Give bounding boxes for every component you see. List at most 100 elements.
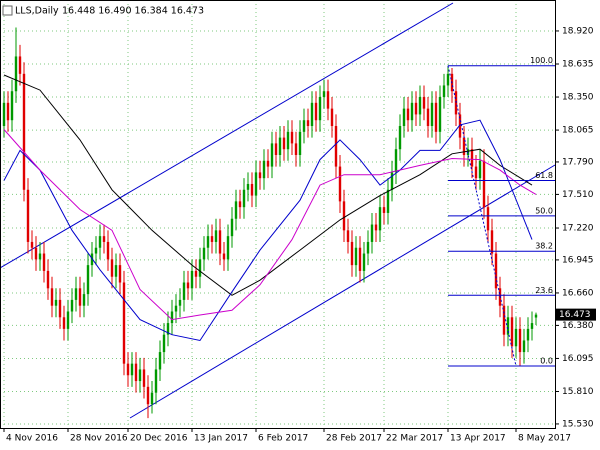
candle-body: [250, 183, 254, 196]
last-price-label: 16.473: [559, 310, 591, 320]
x-tick-label: 13 Apr 2017: [450, 434, 506, 444]
candle-body: [518, 328, 522, 353]
candle-body: [234, 201, 238, 219]
candle-body: [294, 143, 298, 155]
moving-average: [3, 74, 533, 296]
candle-body: [146, 386, 150, 405]
candle-body: [326, 91, 330, 109]
candle-body: [302, 120, 306, 132]
fib-label: 61.8: [535, 171, 553, 180]
candle-body: [258, 172, 262, 179]
candle-body: [118, 265, 122, 283]
candle-body: [430, 102, 434, 127]
candle-body: [418, 97, 422, 115]
candle-body: [98, 236, 102, 248]
candle-body: [506, 317, 510, 335]
candle-body: [106, 241, 110, 260]
y-tick-label: 18.350: [562, 93, 594, 103]
candle-body: [210, 236, 214, 242]
candle-body: [194, 270, 198, 277]
candle-body: [410, 102, 414, 121]
candle-body: [322, 91, 326, 98]
candle-body: [398, 126, 402, 150]
candle-body: [58, 299, 62, 318]
candle-body: [350, 241, 354, 266]
y-tick-label: 16.380: [562, 321, 594, 331]
candle-body: [334, 126, 338, 167]
candle-body: [262, 160, 266, 179]
candle-body: [150, 392, 154, 405]
y-tick-label: 16.945: [562, 255, 594, 265]
y-tick-label: 18.635: [562, 59, 594, 69]
candle-body: [274, 143, 278, 155]
candle-body: [338, 166, 342, 202]
candle-body: [282, 137, 286, 150]
candle-body: [110, 259, 114, 277]
y-tick-label: 17.220: [562, 224, 594, 234]
candle-body: [198, 259, 202, 277]
candle-body: [66, 311, 70, 329]
plot-frame: [0, 0, 556, 429]
candle-body: [126, 363, 130, 376]
candle-body: [222, 253, 226, 260]
candle-body: [530, 323, 534, 329]
x-tick-label: 20 Dec 2016: [130, 434, 188, 444]
candle-body: [434, 102, 438, 132]
candle-body: [22, 73, 26, 190]
candle-body: [70, 299, 74, 312]
candle-body: [494, 253, 498, 289]
candle-body: [94, 247, 98, 254]
candle-body: [78, 288, 82, 306]
candle-body: [470, 149, 474, 167]
candle-body: [158, 352, 162, 370]
candle-body: [354, 247, 358, 266]
candle-body: [134, 363, 138, 382]
candle-body: [42, 253, 46, 271]
x-tick-label: 28 Nov 2016: [70, 434, 128, 444]
candle-body: [202, 247, 206, 260]
candle-body: [462, 137, 466, 155]
candle-body: [362, 253, 366, 271]
candle-body: [378, 207, 382, 231]
fib-label: 23.6: [535, 286, 553, 295]
moving-average: [3, 129, 537, 321]
x-tick-label: 28 Feb 2017: [326, 434, 382, 444]
chart-title: LLS,Daily: [15, 6, 59, 17]
candle-body: [238, 201, 242, 208]
candle-body: [18, 56, 22, 74]
candle-body: [30, 241, 34, 248]
candle-body: [390, 172, 394, 190]
candle-body: [330, 108, 334, 127]
candle-body: [358, 247, 362, 271]
candle-body: [230, 218, 234, 237]
candle-body: [2, 102, 6, 127]
candle-body: [270, 143, 274, 167]
fib-label: 100.0: [530, 56, 553, 65]
candle-body: [138, 369, 142, 382]
candle-body: [318, 97, 322, 121]
x-tick-label: 6 Feb 2017: [258, 434, 308, 444]
y-tick-label: 15.530: [562, 419, 594, 429]
candle-body: [446, 73, 450, 86]
y-tick-label: 18.920: [562, 26, 594, 36]
header-values: 16.448 16.490 16.384 16.473: [62, 6, 204, 17]
candle-body: [6, 102, 10, 121]
y-tick-label: 18.065: [562, 126, 594, 136]
candle-body: [26, 189, 30, 242]
candle-body: [114, 265, 118, 277]
candle-body: [482, 160, 486, 208]
candle-body: [422, 97, 426, 109]
candle-body: [278, 137, 282, 155]
candle-body: [314, 102, 318, 121]
candle-body: [186, 282, 190, 289]
candle-body: [122, 282, 126, 364]
x-tick-label: 4 Nov 2016: [6, 434, 58, 444]
candle-body: [254, 172, 258, 196]
x-tick-label: 22 Mar 2017: [386, 434, 443, 444]
candle-body: [478, 160, 482, 179]
candle-body: [514, 328, 518, 347]
channel-upper: [0, 2, 454, 269]
candle-body: [394, 149, 398, 173]
